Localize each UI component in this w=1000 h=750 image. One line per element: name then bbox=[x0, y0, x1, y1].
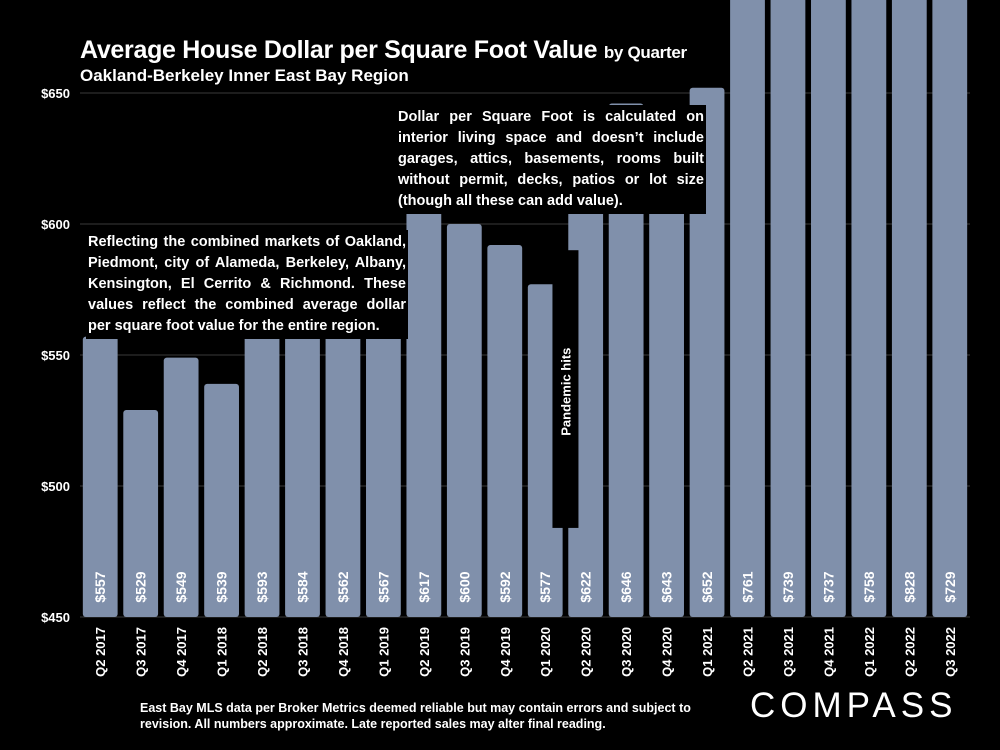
bar-value-label: $529 bbox=[133, 571, 149, 602]
x-tick-label: Q4 2018 bbox=[336, 627, 351, 677]
bar bbox=[608, 103, 644, 618]
bar-value-label: $828 bbox=[901, 571, 917, 602]
pandemic-annotation: Pandemic hits bbox=[558, 348, 573, 436]
bar-value-label: $539 bbox=[214, 571, 230, 602]
x-tick-label: Q3 2022 bbox=[943, 627, 958, 677]
x-tick-label: Q2 2018 bbox=[255, 627, 270, 677]
bar bbox=[366, 310, 401, 617]
bar bbox=[487, 244, 523, 617]
bar bbox=[932, 0, 968, 617]
x-tick-label: Q1 2019 bbox=[376, 627, 391, 677]
bar-value-label: $729 bbox=[942, 571, 958, 602]
bar bbox=[123, 410, 159, 617]
x-tick-label: Q1 2022 bbox=[862, 627, 877, 677]
bar-value-label: $562 bbox=[335, 571, 351, 602]
x-tick-label: Q4 2021 bbox=[821, 627, 836, 677]
bar-value-label: $737 bbox=[820, 571, 836, 602]
x-tick-label: Q3 2018 bbox=[296, 627, 311, 677]
bar-value-label: $584 bbox=[295, 571, 311, 602]
x-tick-label: Q3 2020 bbox=[619, 627, 634, 677]
annotation-box bbox=[552, 250, 579, 528]
x-tick-label: Q1 2021 bbox=[700, 627, 715, 677]
bar-value-label: $617 bbox=[416, 571, 432, 602]
bar-value-label: $557 bbox=[92, 571, 108, 602]
bar-value-label: $758 bbox=[861, 571, 877, 602]
bar-value-label: $592 bbox=[497, 571, 513, 602]
y-tick-label: $600 bbox=[41, 217, 70, 232]
bar bbox=[689, 87, 725, 617]
chart-title-suffix: by Quarter bbox=[603, 43, 687, 62]
x-tick-label: Q3 2017 bbox=[134, 627, 149, 677]
bar bbox=[82, 336, 118, 617]
region-note: Reflecting the combined markets of Oakla… bbox=[86, 230, 408, 339]
bar-value-label: $593 bbox=[254, 571, 270, 602]
bar bbox=[163, 357, 199, 617]
x-tick-label: Q1 2018 bbox=[215, 627, 230, 677]
bar-value-label: $549 bbox=[173, 571, 189, 602]
bar bbox=[325, 323, 361, 617]
bar bbox=[811, 0, 846, 617]
bar-value-label: $567 bbox=[375, 571, 391, 602]
chart-title-main: Average House Dollar per Square Foot Val… bbox=[80, 36, 598, 64]
y-tick-label: $650 bbox=[41, 86, 70, 101]
x-tick-label: Q3 2019 bbox=[457, 627, 472, 677]
chart-title: Average House Dollar per Square Foot Val… bbox=[80, 36, 687, 65]
bar bbox=[770, 0, 806, 617]
x-tick-label: Q1 2020 bbox=[538, 627, 553, 677]
x-tick-label: Q4 2017 bbox=[174, 627, 189, 677]
bar-value-label: $622 bbox=[578, 571, 594, 602]
x-tick-label: Q4 2020 bbox=[660, 627, 675, 677]
bar-value-label: $643 bbox=[659, 571, 675, 602]
bar bbox=[285, 265, 320, 617]
bar-value-label: $652 bbox=[699, 571, 715, 602]
x-tick-label: Q2 2020 bbox=[579, 627, 594, 677]
bar bbox=[851, 0, 887, 617]
bar bbox=[204, 383, 239, 617]
bar bbox=[406, 179, 442, 617]
chart-subtitle: Oakland-Berkeley Inner East Bay Region bbox=[80, 66, 409, 85]
methodology-note: Dollar per Square Foot is calculated on … bbox=[396, 105, 706, 214]
y-tick-label: $500 bbox=[41, 479, 70, 494]
source-footnote: East Bay MLS data per Broker Metrics dee… bbox=[140, 701, 691, 731]
x-tick-label: Q2 2022 bbox=[902, 627, 917, 677]
x-tick-label: Q2 2017 bbox=[93, 627, 108, 677]
bar-value-label: $646 bbox=[618, 571, 634, 602]
bar-value-label: $600 bbox=[456, 571, 472, 602]
x-tick-label: Q4 2019 bbox=[498, 627, 513, 677]
bar-value-label: $739 bbox=[780, 571, 796, 602]
compass-logo: COMPASS bbox=[750, 686, 958, 725]
bar bbox=[730, 0, 765, 617]
bar bbox=[649, 111, 684, 617]
x-tick-label: Q3 2021 bbox=[781, 627, 796, 677]
bar-value-label: $761 bbox=[740, 571, 756, 602]
y-tick-label: $550 bbox=[41, 348, 70, 363]
y-tick-label: $450 bbox=[41, 610, 70, 625]
x-tick-label: Q2 2021 bbox=[741, 627, 756, 677]
bar bbox=[891, 0, 927, 617]
x-tick-label: Q2 2019 bbox=[417, 627, 432, 677]
bar bbox=[446, 224, 482, 617]
bar-value-label: $577 bbox=[537, 571, 553, 602]
